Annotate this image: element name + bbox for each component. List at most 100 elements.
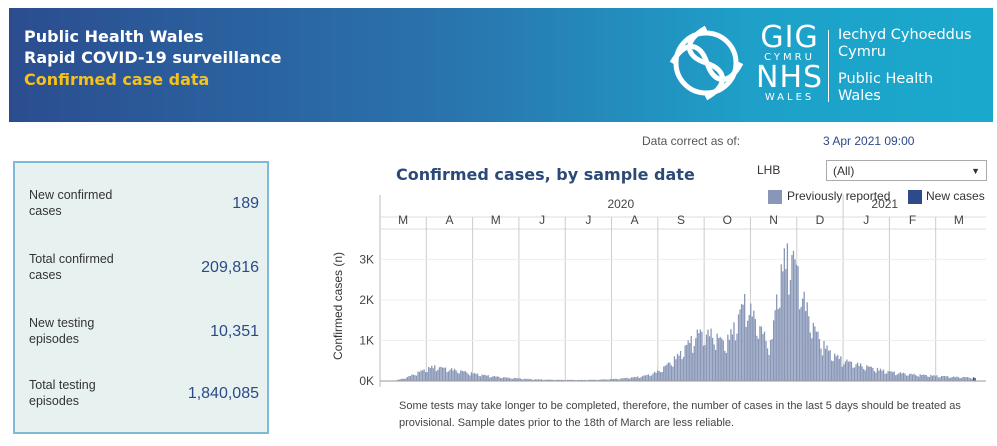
month-tick-label: F [909, 213, 916, 227]
as-of-label: Data correct as of: [642, 134, 741, 148]
case-bar [624, 378, 627, 381]
case-bar [454, 368, 456, 381]
case-bar [844, 361, 847, 381]
case-bar [756, 335, 758, 381]
org-welsh-line1: Iechyd Cyhoeddus [838, 27, 972, 43]
case-bar [580, 379, 582, 381]
case-bar [927, 376, 929, 381]
case-bar [655, 372, 657, 381]
case-bar [551, 379, 553, 381]
case-bar [875, 372, 877, 381]
case-bar [766, 348, 769, 381]
case-bar [795, 264, 798, 381]
case-bar [971, 378, 973, 381]
case-bar [557, 379, 560, 381]
case-bar [621, 378, 624, 381]
case-bar [802, 298, 804, 381]
case-bar [809, 332, 811, 381]
case-bar [763, 331, 766, 381]
legend-previous[interactable]: Previously reported [787, 189, 891, 203]
case-bar [808, 316, 810, 381]
case-bar [687, 340, 689, 381]
case-bar [707, 329, 709, 381]
case-bar [556, 379, 558, 381]
case-bar [411, 374, 413, 381]
case-bar [415, 375, 418, 381]
case-bar [838, 359, 840, 381]
case-bar [893, 371, 895, 381]
case-bar [399, 379, 401, 381]
lhb-selected-value: (All) [833, 164, 855, 178]
case-bar [699, 329, 702, 381]
case-bar [831, 360, 833, 381]
case-bar [547, 379, 549, 381]
kpi-panel: New confirmed cases 189 Total confirmed … [13, 161, 269, 434]
case-bar [740, 304, 743, 381]
case-bar [566, 379, 569, 381]
case-bar [902, 372, 905, 381]
case-bar [885, 373, 888, 381]
case-bar [911, 374, 914, 381]
case-bar [922, 374, 924, 381]
case-bar [478, 376, 480, 381]
case-bar [951, 377, 953, 381]
case-bar [733, 322, 735, 381]
case-bar [852, 367, 854, 381]
case-bar [858, 365, 860, 381]
case-bar [428, 366, 430, 381]
case-bar [727, 334, 729, 381]
case-bar [464, 371, 466, 381]
case-bar [423, 369, 425, 381]
case-bar [620, 378, 622, 381]
case-bar [460, 370, 462, 381]
case-bar [483, 375, 485, 381]
case-bar [644, 375, 647, 381]
case-bar [446, 372, 448, 381]
case-bar [832, 361, 834, 381]
case-bar [661, 372, 663, 381]
case-bar [603, 379, 605, 381]
case-bar [695, 338, 697, 381]
case-bar [505, 377, 508, 381]
case-bar [641, 376, 644, 381]
y-axis-label: Confirmed cases (n) [331, 252, 345, 360]
case-bar [708, 336, 711, 381]
case-bar [544, 379, 546, 381]
case-bar [420, 370, 422, 381]
case-bar [615, 378, 618, 381]
case-bar [611, 378, 613, 381]
month-tick-label: A [631, 213, 639, 227]
lhb-filter-dropdown[interactable]: (All) ▼ [826, 160, 987, 181]
case-bar [667, 362, 669, 381]
month-tick-label: M [491, 213, 501, 227]
case-bar [972, 377, 975, 381]
case-bar [895, 375, 897, 381]
month-tick-label: N [769, 213, 778, 227]
title-page: Confirmed case data [24, 70, 210, 89]
case-bar [516, 378, 518, 381]
case-bar [449, 369, 451, 381]
case-bar [864, 370, 866, 381]
celtic-knot-logo-icon [669, 25, 744, 101]
legend-swatch-previous [768, 190, 782, 204]
legend-new[interactable]: New cases [926, 189, 985, 203]
case-bar [769, 340, 772, 381]
case-bar [660, 372, 662, 381]
case-bar [476, 373, 479, 381]
nhs-wales-wordmark: GIG CYMRU NHS WALES [756, 23, 823, 104]
case-bar [954, 377, 956, 381]
case-bar [948, 377, 950, 381]
case-bar [502, 377, 505, 381]
kpi-label: Total testing episodes [29, 378, 96, 408]
case-bar [527, 378, 529, 381]
case-bar [878, 370, 880, 381]
case-bar [562, 379, 564, 381]
kpi-label: New confirmed cases [29, 188, 113, 218]
case-bar [492, 376, 494, 381]
case-bar [640, 377, 642, 381]
case-bar [748, 314, 750, 381]
case-bar [425, 372, 427, 381]
case-bar [887, 371, 889, 381]
case-bar [850, 361, 853, 381]
case-bar [905, 375, 908, 381]
